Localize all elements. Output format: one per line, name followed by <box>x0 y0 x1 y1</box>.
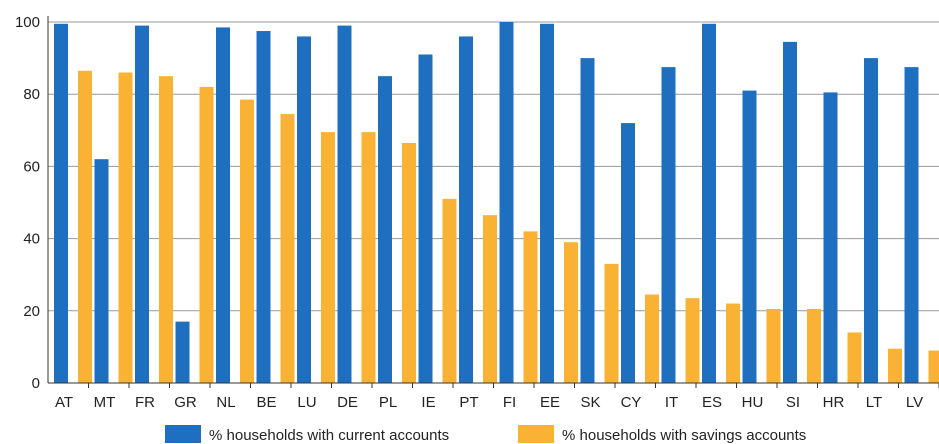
legend-label: % households with savings accounts <box>562 427 806 444</box>
y-tick-label: 60 <box>23 158 40 175</box>
x-tick-label: SK <box>580 394 600 411</box>
bar-savings-accounts <box>321 132 335 383</box>
x-tick-label: CY <box>621 394 642 411</box>
bar-savings-accounts <box>78 70 92 384</box>
bar-savings-accounts <box>685 298 700 383</box>
bar-current-accounts <box>823 92 838 384</box>
x-tick-label: NL <box>216 394 235 411</box>
bar-current-accounts <box>904 67 919 383</box>
x-tick-label: FI <box>503 394 516 411</box>
bar-current-accounts <box>661 67 676 383</box>
x-tick-label: DE <box>337 394 358 411</box>
bar-savings-accounts <box>280 114 295 384</box>
x-tick-label: PL <box>379 394 397 411</box>
x-tick-label: AT <box>55 394 73 411</box>
legend-label: % households with current accounts <box>209 427 449 444</box>
x-tick-label: HU <box>742 394 764 411</box>
y-tick-label: 40 <box>23 231 40 248</box>
x-tick-label: FR <box>135 394 155 411</box>
x-tick-label: IT <box>665 394 678 411</box>
x-tick-label: LT <box>866 394 882 411</box>
x-tick-label: EE <box>540 394 560 411</box>
bar-current-accounts <box>864 58 878 383</box>
bar-savings-accounts <box>402 142 416 383</box>
legend-item-savings-accounts: % households with savings accounts <box>518 425 806 444</box>
bar-current-accounts <box>702 23 716 384</box>
y-tick-label: 0 <box>32 375 40 392</box>
bar-current-accounts <box>459 36 473 383</box>
bar-current-accounts <box>621 123 635 383</box>
y-tick-label: 20 <box>23 303 40 320</box>
bar-current-accounts <box>783 41 797 383</box>
bar-savings-accounts <box>159 76 173 384</box>
x-tick-label: SI <box>786 394 800 411</box>
bar-current-accounts <box>94 159 109 383</box>
axes: 0 20 40 60 80 100 AT MT FR GR NL BE LU DE PL IE PT FI EE SK… <box>15 14 939 411</box>
bars <box>54 22 939 384</box>
bar-savings-accounts <box>766 308 781 383</box>
bar-current-accounts <box>175 321 190 383</box>
bar-savings-accounts <box>726 303 740 383</box>
bar-current-accounts <box>256 31 271 384</box>
legend-swatch <box>165 425 201 443</box>
x-tick-label: LU <box>297 394 316 411</box>
bar-current-accounts <box>54 23 68 384</box>
bar-current-accounts <box>297 36 311 383</box>
bar-savings-accounts <box>199 86 214 383</box>
bar-savings-accounts <box>442 198 457 383</box>
bar-current-accounts <box>499 22 514 383</box>
x-tick-label: LV <box>906 394 923 411</box>
bar-savings-accounts <box>564 242 578 383</box>
bar-current-accounts <box>378 76 392 384</box>
x-tick-label: GR <box>174 394 197 411</box>
bar-savings-accounts <box>523 231 538 383</box>
bar-savings-accounts <box>645 294 659 383</box>
bar-savings-accounts <box>118 72 133 383</box>
bar-savings-accounts <box>847 332 862 383</box>
x-tick-label: MT <box>94 394 116 411</box>
x-tick-label: BE <box>256 394 276 411</box>
bar-savings-accounts <box>483 215 497 383</box>
bar-current-accounts <box>135 25 149 384</box>
legend-item-current-accounts: % households with current accounts <box>165 425 449 444</box>
bar-savings-accounts <box>240 99 254 384</box>
legend: % households with current accounts % hous… <box>165 425 806 444</box>
bar-current-accounts <box>742 90 757 383</box>
bar-current-accounts <box>216 27 230 383</box>
legend-swatch <box>518 425 554 443</box>
bar-savings-accounts <box>807 308 821 383</box>
bar-current-accounts <box>540 23 554 384</box>
bar-current-accounts <box>418 54 433 384</box>
y-tick-label: 100 <box>15 14 40 31</box>
bar-savings-accounts <box>604 263 619 383</box>
x-tick-label: IE <box>421 394 435 411</box>
bar-savings-accounts <box>888 348 902 383</box>
x-tick-label: PT <box>459 394 478 411</box>
bar-savings-accounts <box>361 132 376 383</box>
bar-current-accounts <box>337 25 352 384</box>
y-tick-label: 80 <box>23 86 40 103</box>
x-tick-label: ES <box>702 394 722 411</box>
bar-savings-accounts <box>928 350 939 383</box>
x-tick-label: HR <box>823 394 845 411</box>
bar-current-accounts <box>580 58 595 383</box>
